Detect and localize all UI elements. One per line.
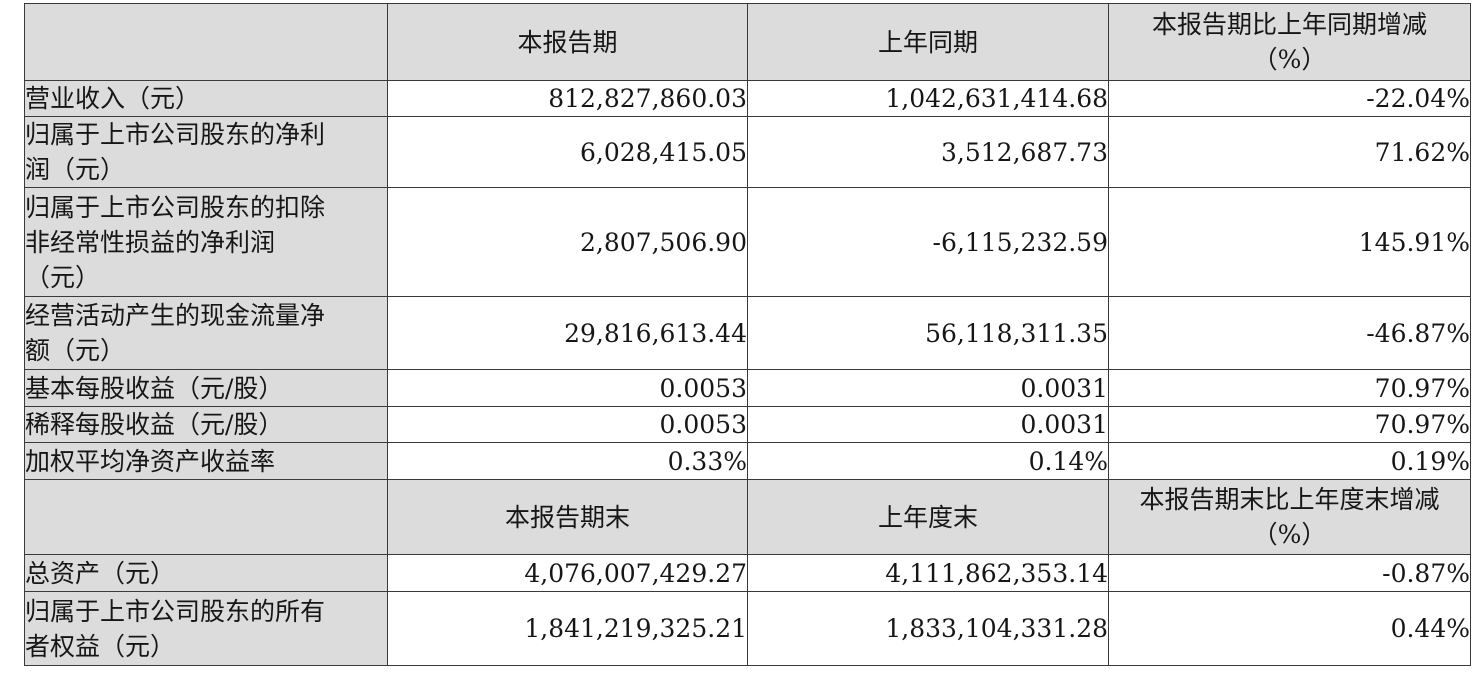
financial-summary-table: 本报告期 上年同期 本报告期比上年同期增减 （%） 营业收入（元） 812,82… xyxy=(24,3,1471,666)
table-row-operating-cash-flow: 经营活动产生的现金流量净 额（元） 29,816,613.44 56,118,3… xyxy=(24,296,1471,370)
prior-value: 56,118,311.35 xyxy=(747,296,1109,370)
change-value: 0.19% xyxy=(1108,442,1471,480)
col-header-prior-year-end: 上年度末 xyxy=(747,479,1109,555)
table-row-revenue: 营业收入（元） 812,827,860.03 1,042,631,414.68 … xyxy=(24,80,1471,117)
prior-value: 4,111,862,353.14 xyxy=(747,554,1109,592)
current-value: 4,076,007,429.27 xyxy=(387,554,748,592)
corner-cell-2 xyxy=(24,479,388,555)
change-value: 145.91% xyxy=(1108,187,1471,297)
prior-value: 3,512,687.73 xyxy=(747,116,1109,188)
current-value: 6,028,415.05 xyxy=(387,116,748,188)
row-label: 加权平均净资产收益率 xyxy=(24,442,388,480)
current-value: 0.0053 xyxy=(387,406,748,443)
row-label: 总资产（元） xyxy=(24,554,388,592)
table-row-weighted-roe: 加权平均净资产收益率 0.33% 0.14% 0.19% xyxy=(24,442,1471,480)
prior-value: -6,115,232.59 xyxy=(747,187,1109,297)
table-row-total-assets: 总资产（元） 4,076,007,429.27 4,111,862,353.14… xyxy=(24,554,1471,592)
row-label: 归属于上市公司股东的净利 润（元） xyxy=(24,116,388,188)
row-label: 营业收入（元） xyxy=(24,80,388,117)
current-value: 0.33% xyxy=(387,442,748,480)
table-row-owners-equity: 归属于上市公司股东的所有 者权益（元） 1,841,219,325.21 1,8… xyxy=(24,591,1471,666)
table-row-deducted-net-profit: 归属于上市公司股东的扣除 非经常性损益的净利润 （元） 2,807,506.90… xyxy=(24,187,1471,297)
prior-value: 0.0031 xyxy=(747,369,1109,407)
section1-header-row: 本报告期 上年同期 本报告期比上年同期增减 （%） xyxy=(24,3,1471,81)
change-value: -46.87% xyxy=(1108,296,1471,370)
change-value: 70.97% xyxy=(1108,406,1471,443)
col-header-change-percent: 本报告期比上年同期增减 （%） xyxy=(1108,3,1471,81)
row-label: 稀释每股收益（元/股） xyxy=(24,406,388,443)
table-row-basic-eps: 基本每股收益（元/股） 0.0053 0.0031 70.97% xyxy=(24,369,1471,407)
change-value: -0.87% xyxy=(1108,554,1471,592)
corner-cell xyxy=(24,3,388,81)
row-label: 归属于上市公司股东的所有 者权益（元） xyxy=(24,591,388,666)
current-value: 29,816,613.44 xyxy=(387,296,748,370)
row-label: 归属于上市公司股东的扣除 非经常性损益的净利润 （元） xyxy=(24,187,388,297)
row-label: 基本每股收益（元/股） xyxy=(24,369,388,407)
table-row-diluted-eps: 稀释每股收益（元/股） 0.0053 0.0031 70.97% xyxy=(24,406,1471,443)
section2-header-row: 本报告期末 上年度末 本报告期末比上年度末增减 （%） xyxy=(24,479,1471,555)
change-value: 71.62% xyxy=(1108,116,1471,188)
change-value: -22.04% xyxy=(1108,80,1471,117)
prior-value: 0.14% xyxy=(747,442,1109,480)
current-value: 812,827,860.03 xyxy=(387,80,748,117)
current-value: 1,841,219,325.21 xyxy=(387,591,748,666)
prior-value: 1,833,104,331.28 xyxy=(747,591,1109,666)
current-value: 0.0053 xyxy=(387,369,748,407)
change-value: 0.44% xyxy=(1108,591,1471,666)
prior-value: 1,042,631,414.68 xyxy=(747,80,1109,117)
table-row-net-profit: 归属于上市公司股东的净利 润（元） 6,028,415.05 3,512,687… xyxy=(24,116,1471,188)
row-label: 经营活动产生的现金流量净 额（元） xyxy=(24,296,388,370)
prior-value: 0.0031 xyxy=(747,406,1109,443)
current-value: 2,807,506.90 xyxy=(387,187,748,297)
col-header-current-period: 本报告期 xyxy=(387,3,748,81)
col-header-change-percent-end: 本报告期末比上年度末增减 （%） xyxy=(1108,479,1471,555)
change-value: 70.97% xyxy=(1108,369,1471,407)
col-header-prior-period: 上年同期 xyxy=(747,3,1109,81)
col-header-period-end: 本报告期末 xyxy=(387,479,748,555)
